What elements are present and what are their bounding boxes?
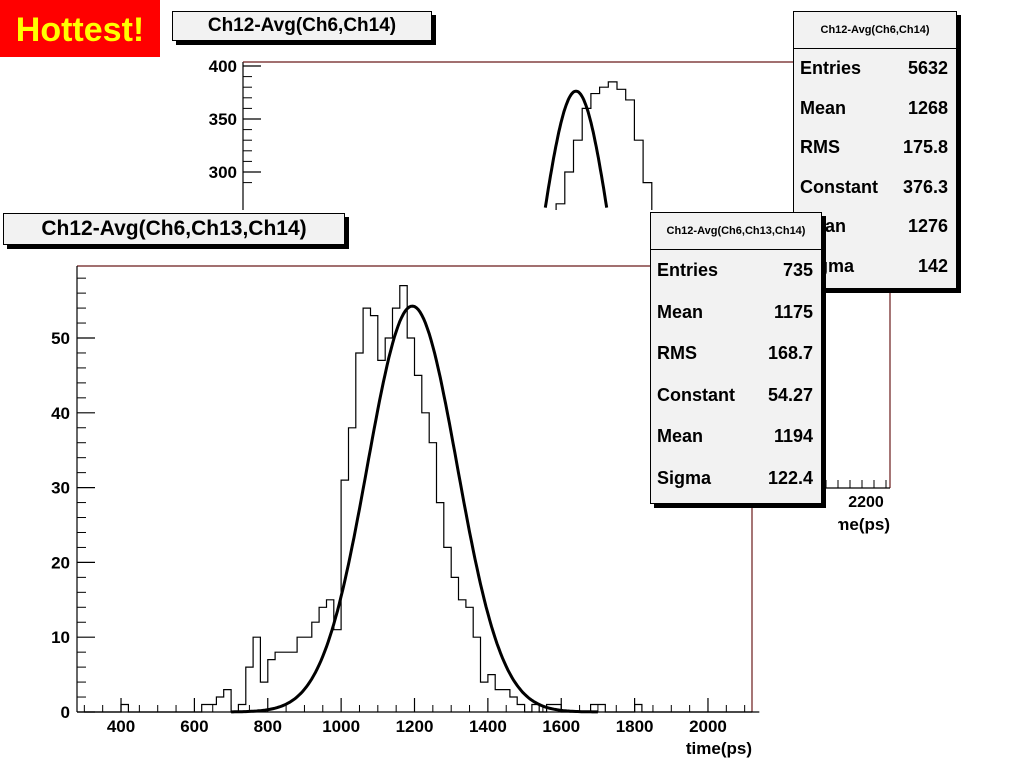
- back-chart-title: Ch12-Avg(Ch6,Ch14): [172, 11, 432, 41]
- stats-row: Constant 376.3: [794, 168, 956, 208]
- back-y-tick-label: 300: [209, 163, 237, 182]
- front-y-tick-label: 20: [51, 553, 70, 572]
- front-histogram: [84, 285, 760, 713]
- stats-row: RMS 175.8: [794, 128, 956, 168]
- hottest-badge: Hottest!: [0, 0, 160, 57]
- front-chart-backdrop: [0, 210, 752, 768]
- front-stats-box: Ch12-Avg(Ch6,Ch13,Ch14) Entries 735 Mean 11…: [650, 212, 822, 504]
- stats-value: 1276: [907, 216, 948, 236]
- back-x-tick-label: 2200: [848, 494, 884, 511]
- back-plot-area: 300 350 400 2200 time(ps): [209, 57, 891, 534]
- stats-value: 54.27: [767, 384, 813, 405]
- back-y-tick-label: 400: [209, 57, 237, 76]
- stats-value: 168.7: [767, 343, 813, 363]
- stats-label: Constant: [657, 384, 735, 405]
- stats-row: Mean 1268: [794, 89, 956, 129]
- back-stats-title: Ch12-Avg(Ch6,Ch14): [794, 12, 956, 49]
- front-x-tick-label: 1200: [396, 717, 434, 736]
- stats-value: 122.4: [767, 467, 813, 488]
- front-y-tick-label: 40: [51, 404, 70, 423]
- back-fit-curve: [543, 89, 609, 208]
- front-x-tick-label: 800: [254, 717, 282, 736]
- stats-value: 175.8: [902, 137, 948, 157]
- stats-value: 5632: [907, 58, 948, 78]
- stats-value: 1194: [773, 426, 813, 446]
- front-plot-area: 0 10 20 30 40 50 400 600 800 1000 1200 1400 1600 1800…: [51, 265, 760, 758]
- front-y-tick-label: 30: [51, 479, 70, 498]
- back-x-axis-label: time(ps): [824, 515, 890, 534]
- front-x-tick-label: 600: [180, 717, 208, 736]
- front-stats-title: Ch12-Avg(Ch6,Ch13,Ch14): [651, 213, 821, 250]
- stats-value: 1268: [907, 97, 948, 118]
- stats-label: RMS: [657, 343, 697, 363]
- front-x-tick-label: 1400: [469, 717, 507, 736]
- stats-row: Entries 5632: [794, 49, 956, 89]
- stats-row: Mean 1175: [651, 292, 821, 334]
- front-x-tick-label: 1600: [542, 717, 580, 736]
- stats-row: Sigma 122.4: [651, 458, 821, 500]
- stats-row: RMS 168.7: [651, 333, 821, 375]
- front-x-tick-label: 1800: [616, 717, 654, 736]
- stats-row: Mean 1194: [651, 416, 821, 458]
- stats-label: RMS: [800, 137, 840, 157]
- front-y-tick-label: 0: [61, 703, 70, 722]
- back-y-tick-label: 350: [209, 110, 237, 129]
- stats-label: Entries: [800, 58, 862, 78]
- stats-value: 735: [782, 260, 813, 280]
- front-x-tick-label: 1000: [322, 717, 360, 736]
- stats-label: Entries: [657, 260, 719, 280]
- stats-label: Mean: [657, 426, 704, 446]
- stats-value: 376.3: [902, 176, 948, 197]
- front-chart-title: Ch12-Avg(Ch6,Ch13,Ch14): [3, 213, 345, 245]
- stats-label: Constant: [800, 176, 878, 197]
- stats-label: Mean: [800, 97, 847, 118]
- front-y-tick-label: 10: [51, 628, 70, 647]
- stats-row: Constant 54.27: [651, 375, 821, 417]
- front-x-tick-label: 2000: [689, 717, 727, 736]
- front-x-tick-label: 400: [107, 717, 135, 736]
- front-chart-backdrop-labels: [752, 490, 838, 768]
- stats-label: Mean: [657, 301, 704, 322]
- front-x-axis-label: time(ps): [686, 739, 752, 758]
- front-y-tick-label: 50: [51, 329, 70, 348]
- stats-value: 1175: [773, 301, 813, 322]
- stats-value: 142: [917, 255, 948, 276]
- stats-row: Entries 735: [651, 250, 821, 292]
- stats-label: Sigma: [657, 467, 712, 488]
- front-fit-curve: [231, 304, 598, 714]
